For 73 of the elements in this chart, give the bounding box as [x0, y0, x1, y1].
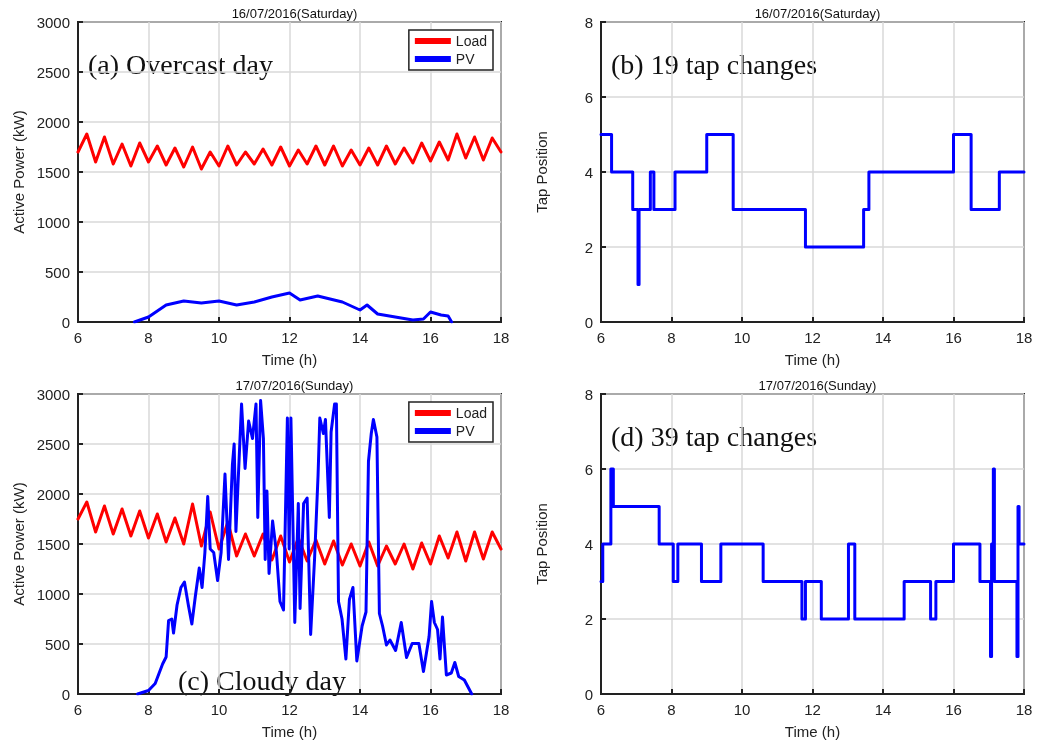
x-tick-label: 6 [596, 329, 606, 346]
y-tick-label: 2 [584, 238, 593, 256]
x-tick-label: 18 [492, 701, 510, 718]
legend-label: Load [455, 33, 488, 49]
chart-title: 16/07/2016(Saturday) [231, 6, 358, 21]
annotation: (d) 39 tap changes [611, 420, 818, 452]
x-tick-label: 16 [422, 701, 439, 718]
y-tick-label: 0 [584, 685, 593, 703]
y-tick-label: 1500 [36, 163, 70, 181]
x-tick-label: 10 [733, 329, 751, 346]
y-tick-label: 2000 [36, 113, 70, 131]
x-axis-title: Time (h) [261, 351, 318, 368]
annotation: (b) 19 tap changes [611, 48, 818, 80]
x-axis-title: Time (h) [784, 723, 841, 740]
x-tick-label: 12 [804, 701, 821, 718]
line-series [76, 132, 503, 171]
x-tick-label: 8 [667, 329, 676, 346]
x-tick-label: 14 [874, 701, 892, 718]
x-tick-label: 14 [351, 701, 369, 718]
x-tick-label: 8 [667, 701, 676, 718]
x-tick-label: 6 [596, 701, 606, 718]
y-tick-label: 8 [584, 385, 593, 403]
y-tick-label: 4 [584, 535, 593, 553]
x-tick-label: 12 [281, 329, 298, 346]
x-axis-title: Time (h) [784, 351, 841, 368]
y-tick-label: 2500 [36, 435, 70, 453]
x-tick-label: 10 [733, 701, 751, 718]
legend-label: PV [455, 51, 476, 67]
x-tick-label: 14 [351, 329, 369, 346]
y-tick-label: 3000 [36, 385, 70, 403]
y-tick-label: 4 [584, 163, 593, 181]
y-tick-label: 1000 [36, 213, 70, 231]
y-tick-label: 3000 [36, 13, 70, 31]
y-tick-label: 500 [44, 263, 70, 281]
chart-title: 17/07/2016(Sunday) [235, 378, 354, 393]
x-tick-label: 18 [492, 329, 510, 346]
y-tick-label: 6 [584, 88, 593, 106]
x-tick-label: 16 [945, 701, 962, 718]
y-tick-label: 0 [584, 313, 593, 331]
x-tick-label: 14 [874, 329, 892, 346]
annotation: (a) Overcast day [88, 48, 274, 80]
y-axis-title: Active Power (kW) [9, 110, 27, 234]
x-tick-label: 8 [144, 329, 153, 346]
y-tick-label: 1000 [36, 585, 70, 603]
legend-label: PV [455, 423, 476, 439]
x-tick-label: 6 [73, 329, 83, 346]
y-tick-label: 8 [584, 13, 593, 31]
x-tick-label: 18 [1015, 701, 1033, 718]
x-tick-label: 16 [422, 329, 439, 346]
chart-title: 16/07/2016(Saturday) [754, 6, 881, 21]
x-tick-label: 18 [1015, 329, 1033, 346]
legend-label: Load [455, 405, 488, 421]
x-tick-label: 10 [210, 329, 228, 346]
y-tick-label: 2 [584, 610, 593, 628]
y-tick-label: 6 [584, 460, 593, 478]
y-tick-label: 0 [61, 685, 70, 703]
x-tick-label: 6 [73, 701, 83, 718]
x-tick-label: 12 [804, 329, 821, 346]
line-series [132, 291, 454, 324]
y-axis-title: Active Power (kW) [9, 482, 27, 606]
x-tick-label: 10 [210, 701, 228, 718]
y-tick-label: 1500 [36, 535, 70, 553]
y-tick-label: 2000 [36, 485, 70, 503]
y-tick-label: 500 [44, 635, 70, 653]
y-tick-label: 2500 [36, 63, 70, 81]
x-tick-label: 16 [945, 329, 962, 346]
y-axis-title: Tap Position [533, 503, 550, 585]
x-tick-label: 8 [144, 701, 153, 718]
y-axis-title: Tap Position [533, 131, 550, 213]
y-tick-label: 0 [61, 313, 70, 331]
chart-title: 17/07/2016(Sunday) [758, 378, 877, 393]
x-tick-label: 12 [281, 701, 298, 718]
x-axis-title: Time (h) [261, 723, 318, 740]
